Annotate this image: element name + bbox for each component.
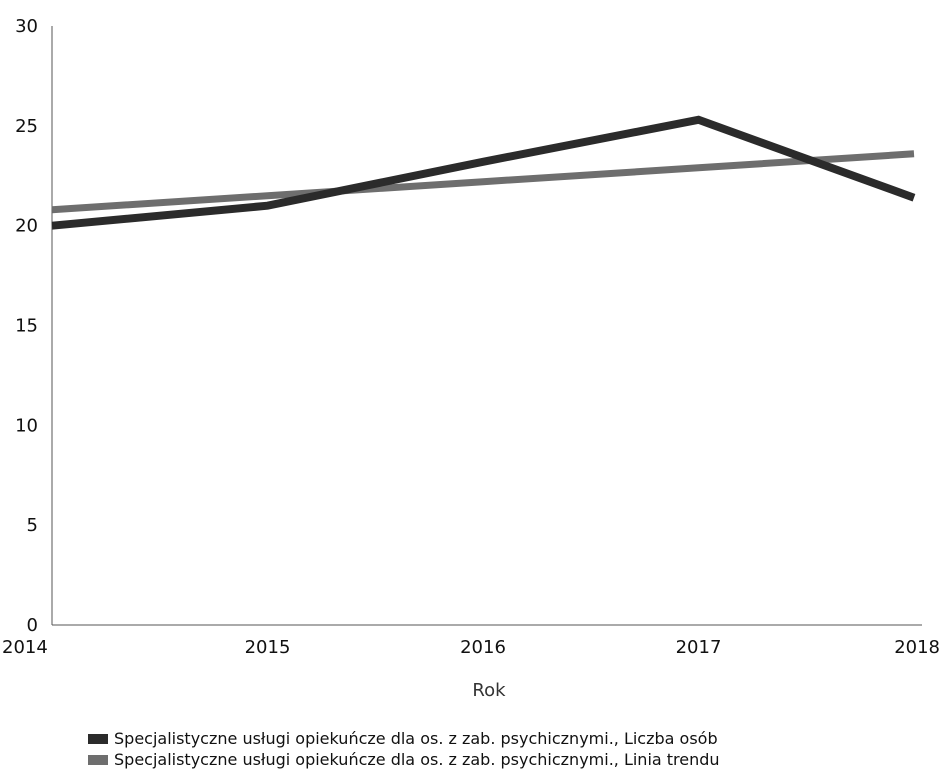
series-lines [51, 115, 916, 230]
x-tick-labels: 2014 2015 2016 2017 2018 [2, 637, 940, 658]
axes [51, 26, 922, 626]
x-tick-label: 2017 [676, 637, 722, 658]
legend-swatch-series-2 [88, 754, 108, 765]
legend-swatch-series-1 [88, 733, 108, 744]
y-tick-label: 15 [15, 316, 38, 337]
y-tick-label: 0 [27, 615, 38, 636]
x-tick-label: 2016 [460, 637, 506, 658]
y-tick-label: 25 [15, 116, 38, 137]
y-tick-labels: 0 5 10 15 20 25 30 [15, 16, 38, 636]
y-tick-label: 20 [15, 216, 38, 237]
legend-item-series-1: Specjalistyczne usługi opiekuńcze dla os… [88, 728, 928, 749]
x-tick-label: 2015 [245, 637, 291, 658]
x-axis-title: Rok [472, 680, 506, 701]
y-tick-label: 30 [15, 16, 38, 37]
legend-label-series-1: Specjalistyczne usługi opiekuńcze dla os… [114, 729, 718, 748]
y-tick-label: 10 [15, 415, 38, 436]
legend-item-series-2: Specjalistyczne usługi opiekuńcze dla os… [88, 749, 928, 770]
legend: Specjalistyczne usługi opiekuńcze dla os… [88, 728, 928, 770]
legend-label-series-2: Specjalistyczne usługi opiekuńcze dla os… [114, 750, 720, 769]
y-tick-label: 5 [27, 515, 38, 536]
series-line-liczba-osob [51, 115, 916, 230]
x-tick-label: 2014 [2, 637, 48, 658]
x-tick-label: 2018 [894, 637, 940, 658]
series-line-linia-trendu [51, 150, 915, 214]
